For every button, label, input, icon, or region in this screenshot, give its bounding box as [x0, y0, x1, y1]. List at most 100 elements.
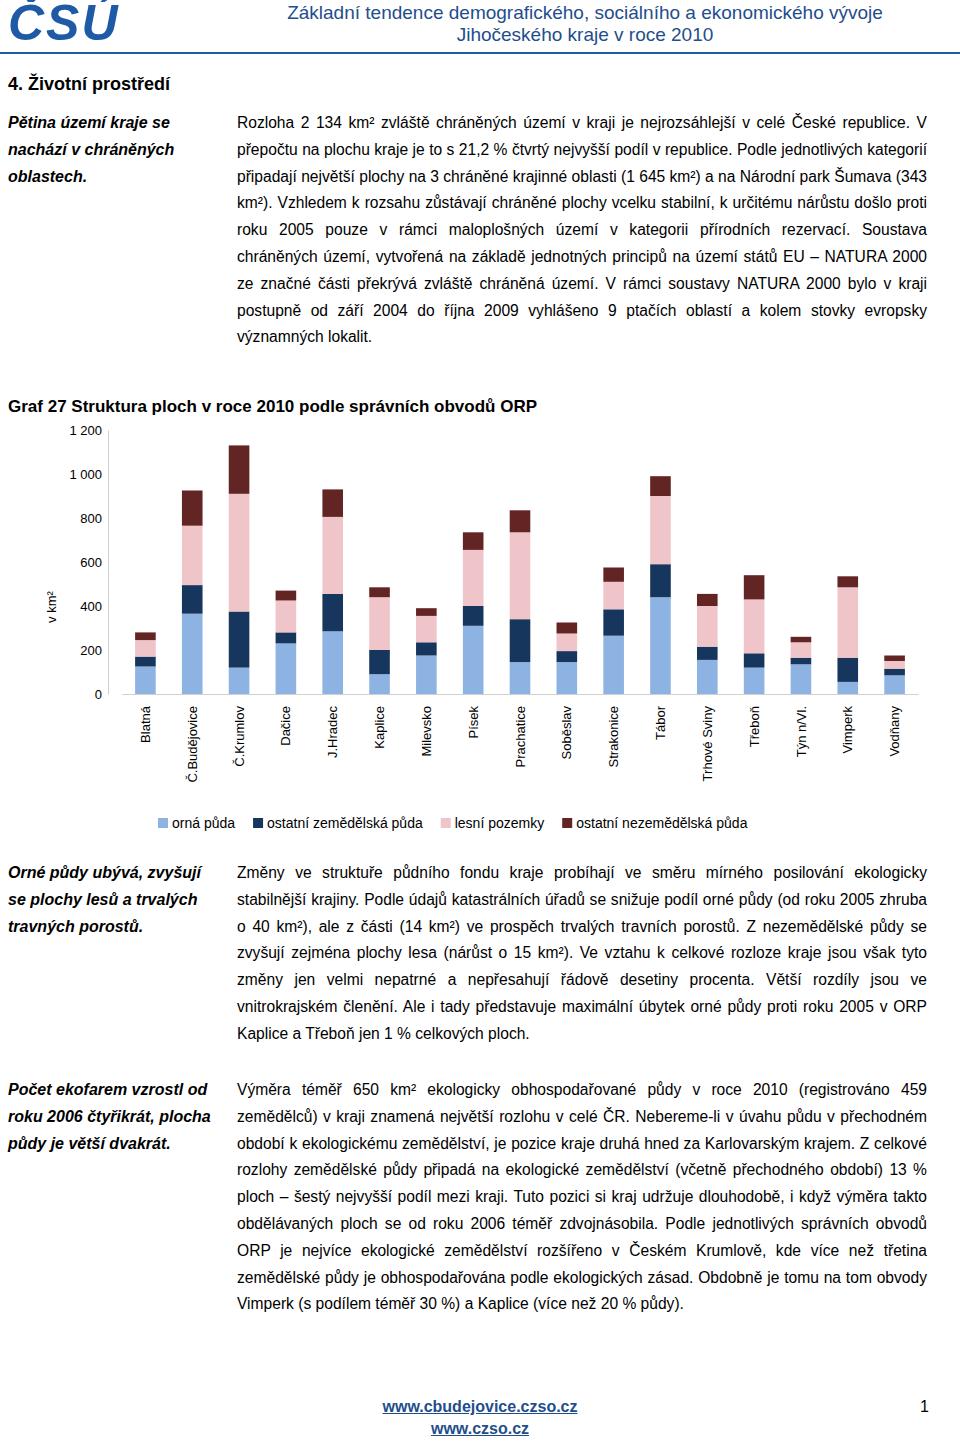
bar-segment — [369, 587, 390, 597]
sidebar-note: Pětina území kraje se nachází v chráněný… — [8, 110, 223, 190]
bar-segment — [650, 564, 671, 597]
bar-segment — [791, 664, 812, 694]
x-tick-label: Tábor — [653, 705, 668, 740]
bar-segment — [510, 532, 531, 619]
bar-segment — [276, 591, 297, 601]
bar-segment — [135, 640, 156, 657]
bar-segment — [603, 609, 624, 635]
bar-segment — [884, 669, 905, 676]
bar-segment — [229, 445, 250, 493]
x-tick: Strakonice — [606, 706, 621, 767]
bar-segment — [650, 476, 671, 496]
x-tick-label: Trhové Sviny — [700, 706, 715, 782]
bar-segment — [837, 576, 858, 587]
bar-segment — [837, 682, 858, 694]
legend-swatch — [158, 818, 168, 828]
bar-segment — [557, 662, 578, 694]
y-tick-label: 800 — [80, 511, 102, 526]
bar-segment — [416, 616, 437, 642]
legend-item: ostatní nezemědělská půda — [562, 815, 747, 831]
legend-label: ostatní nezemědělská půda — [576, 815, 747, 831]
bar-segment — [744, 575, 765, 599]
bar-segment — [650, 597, 671, 694]
x-tick: Týn n/Vl. — [793, 706, 808, 757]
y-tick-label: 1 000 — [69, 467, 102, 482]
bar-segment — [650, 496, 671, 564]
legend-label: orná půda — [172, 815, 235, 831]
x-axis: BlatnáČ.BudějoviceČ.KrumlovDačiceJ.Hrade… — [123, 695, 919, 783]
bar-segment — [837, 587, 858, 657]
y-axis: 02004006008001 0001 200 — [69, 423, 108, 702]
y-tick: 400 — [80, 599, 108, 614]
x-tick-label: J.Hradec — [325, 706, 340, 759]
bar-segment — [557, 623, 578, 634]
x-tick-label: Vimperk — [840, 706, 855, 754]
bar-segment — [229, 668, 250, 694]
section-title: 4. Životní prostředí — [8, 74, 170, 95]
bar-segment — [791, 658, 812, 665]
x-tick-label: Blatná — [138, 705, 153, 743]
x-tick-label: Kaplice — [372, 706, 387, 749]
bar-segment — [416, 608, 437, 616]
bar-segment — [791, 642, 812, 657]
sidebar-note: Orné půdy ubývá, zvyšují se plochy lesů … — [8, 860, 223, 940]
y-tick: 1 000 — [69, 467, 108, 482]
y-tick-label: 200 — [80, 643, 102, 658]
y-tick: 0 — [95, 687, 108, 702]
bar-segment — [182, 585, 203, 614]
bar-segment — [135, 657, 156, 667]
bar-segment — [229, 612, 250, 668]
x-tick: J.Hradec — [325, 706, 340, 759]
bar-segment — [603, 568, 624, 582]
bar-segment — [884, 675, 905, 694]
legend-label: lesní pozemky — [455, 815, 544, 831]
bar-segment — [603, 636, 624, 694]
bar-segment — [182, 526, 203, 585]
bar-segment — [416, 642, 437, 655]
x-tick-label: Týn n/Vl. — [793, 706, 808, 757]
bar-segment — [557, 634, 578, 652]
bar-segment — [322, 489, 343, 517]
bar-segment — [322, 631, 343, 694]
bar-segment — [744, 599, 765, 653]
x-tick-label: Prachatice — [513, 706, 528, 767]
bar-segment — [276, 601, 297, 633]
x-tick: Prachatice — [513, 706, 528, 767]
bar-segment — [884, 661, 905, 669]
x-tick: Dačice — [278, 706, 293, 746]
bar-segment — [744, 668, 765, 694]
x-tick: Písek — [466, 706, 481, 739]
x-tick-label: Třeboň — [747, 706, 762, 747]
bar-segment — [182, 614, 203, 694]
x-tick: Trhové Sviny — [700, 706, 715, 782]
bar-segment — [135, 632, 156, 640]
x-tick-label: Písek — [466, 706, 481, 739]
legend-swatch — [253, 818, 263, 828]
bar-segment — [182, 491, 203, 526]
bar-segment — [697, 647, 718, 660]
bar-segment — [322, 517, 343, 594]
bar-segment — [322, 594, 343, 631]
legend-item: lesní pozemky — [441, 815, 544, 831]
paragraph: Změny ve struktuře půdního fondu kraje p… — [237, 860, 927, 1048]
x-tick: Č.Krumlov — [232, 706, 247, 767]
bar-segment — [463, 550, 484, 606]
paragraph: Výměra téměř 650 km² ekologicky obhospod… — [237, 1077, 927, 1318]
bar-segment — [697, 606, 718, 647]
x-tick-label: Vodňany — [887, 706, 902, 757]
bar-segment — [463, 606, 484, 626]
y-tick: 1 200 — [69, 423, 108, 438]
x-tick-label: Č.Krumlov — [232, 706, 247, 767]
page-number: 1 — [920, 1398, 929, 1416]
x-tick-label: Strakonice — [606, 706, 621, 767]
bar-segment — [837, 658, 858, 682]
bar-segment — [463, 532, 484, 550]
bar-segment — [369, 597, 390, 650]
bar-segment — [557, 651, 578, 662]
chart-title: Graf 27 Struktura ploch v roce 2010 podl… — [8, 397, 537, 416]
chart: Graf 27 Struktura ploch v roce 2010 podl… — [0, 390, 960, 850]
x-tick: Soběslav — [559, 706, 574, 760]
footer-link: www.czso.cz — [280, 1420, 680, 1438]
y-axis-title: v km² — [44, 590, 59, 622]
bar-segment — [510, 619, 531, 662]
